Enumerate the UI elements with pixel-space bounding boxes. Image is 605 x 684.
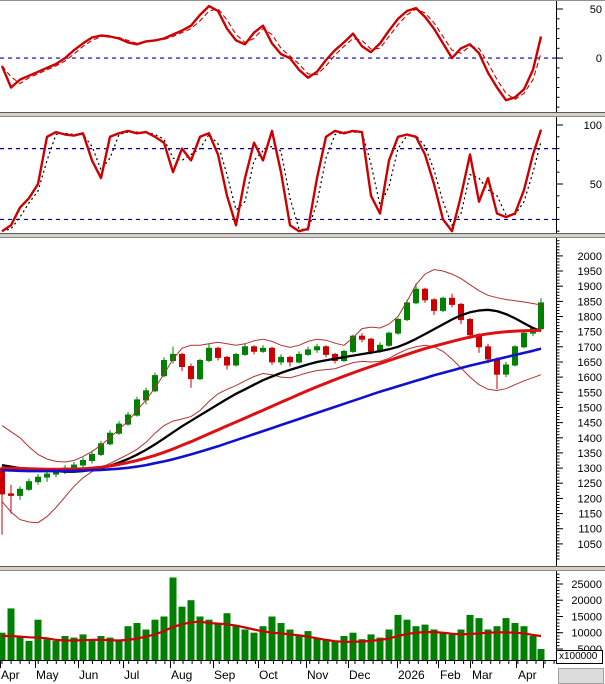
svg-text:1350: 1350: [578, 448, 602, 460]
svg-text:Dec: Dec: [349, 668, 370, 682]
svg-text:1650: 1650: [578, 357, 602, 369]
svg-text:1450: 1450: [578, 418, 602, 430]
svg-text:Nov: Nov: [307, 668, 328, 682]
volume-multiplier-label: x100000: [556, 650, 603, 664]
panel-splitter[interactable]: [0, 233, 605, 238]
svg-text:Oct: Oct: [259, 668, 278, 682]
svg-text:1750: 1750: [578, 327, 602, 339]
svg-text:Jun: Jun: [79, 668, 98, 682]
svg-text:1050: 1050: [578, 539, 602, 551]
svg-text:1500: 1500: [578, 403, 602, 415]
date-axis: Apr May Jun Jul Aug Sep Oct Nov Dec 2026 Feb Mar Apr: [0, 660, 605, 684]
svg-text:Mar: Mar: [472, 668, 493, 682]
svg-text:Apr: Apr: [1, 668, 20, 682]
svg-text:Sep: Sep: [214, 668, 236, 682]
price-panel: 2000 1950 1900 1850 1800 1750 1700 1650 1600 1550…: [0, 238, 605, 566]
svg-text:50: 50: [590, 4, 602, 16]
svg-text:2000: 2000: [578, 251, 602, 263]
svg-text:0: 0: [596, 53, 602, 65]
volume-y-axis: 250002000015000100005000: [556, 571, 605, 660]
stochastic-y-axis: 100 50: [556, 117, 605, 233]
stochastic-plot[interactable]: [0, 117, 556, 233]
svg-text:1250: 1250: [578, 478, 602, 490]
svg-text:1800: 1800: [578, 312, 602, 324]
svg-text:1100: 1100: [578, 524, 602, 536]
price-candlestick-plot[interactable]: [0, 238, 556, 566]
svg-text:Feb: Feb: [440, 668, 461, 682]
svg-text:Jul: Jul: [124, 668, 139, 682]
volume-panel: 250002000015000100005000: [0, 571, 605, 660]
volume-bars-plot[interactable]: [0, 571, 556, 660]
svg-text:1150: 1150: [578, 509, 602, 521]
svg-text:20000: 20000: [571, 595, 602, 607]
panel-splitter[interactable]: [0, 566, 605, 571]
svg-text:100: 100: [584, 120, 602, 132]
svg-text:50: 50: [590, 179, 602, 191]
indicator-panel-oscillator: 50 0: [0, 1, 605, 112]
svg-text:1700: 1700: [578, 342, 602, 354]
oscillator-plot[interactable]: [0, 1, 556, 112]
svg-text:1400: 1400: [578, 433, 602, 445]
svg-text:1850: 1850: [578, 296, 602, 308]
svg-text:15000: 15000: [571, 612, 602, 624]
svg-text:1300: 1300: [578, 463, 602, 475]
svg-text:25000: 25000: [571, 579, 602, 591]
bottom-right-corner: [558, 668, 604, 684]
svg-text:1200: 1200: [578, 493, 602, 505]
svg-text:1900: 1900: [578, 281, 602, 293]
svg-text:2026: 2026: [398, 668, 425, 682]
price-y-axis: 2000 1950 1900 1850 1800 1750 1700 1650 1600 1550…: [556, 238, 605, 566]
svg-text:1950: 1950: [578, 266, 602, 278]
oscillator-y-axis: 50 0: [556, 1, 605, 112]
svg-text:May: May: [36, 668, 59, 682]
indicator-panel-stochastic: 100 50: [0, 117, 605, 233]
svg-text:10000: 10000: [571, 628, 602, 640]
svg-text:1550: 1550: [578, 387, 602, 399]
svg-text:Aug: Aug: [171, 668, 192, 682]
svg-text:Apr: Apr: [518, 668, 537, 682]
svg-text:1600: 1600: [578, 372, 602, 384]
panel-splitter[interactable]: [0, 112, 605, 117]
